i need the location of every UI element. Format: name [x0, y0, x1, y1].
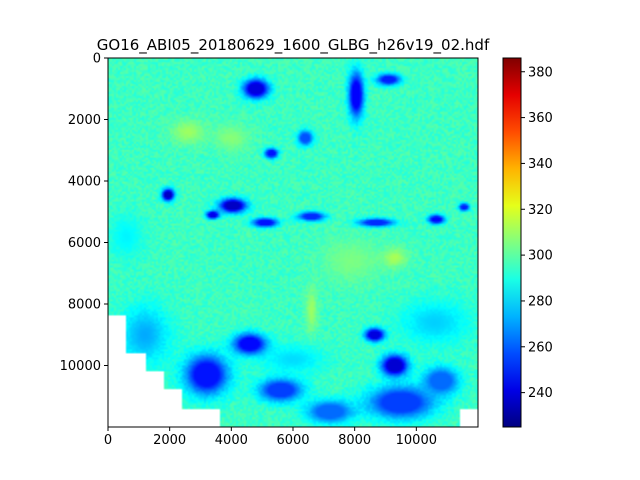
x-tick-label: 6000	[276, 433, 309, 448]
x-tick-label: 0	[104, 433, 112, 448]
colorbar-tick-label: 280	[528, 294, 553, 309]
y-tick-label: 2000	[68, 113, 101, 128]
y-tick-label: 6000	[68, 236, 101, 251]
y-tick-label: 4000	[68, 175, 101, 190]
x-tick-label: 8000	[338, 433, 371, 448]
colorbar-tick-label: 340	[528, 157, 553, 172]
y-tick-label: 8000	[68, 298, 101, 313]
chart-title: GO16_ABI05_20180629_1600_GLBG_h26v19_02.…	[97, 36, 490, 55]
x-tick-label: 2000	[153, 433, 186, 448]
colorbar-tick-label: 360	[528, 111, 553, 126]
colorbar	[502, 57, 522, 428]
heatmap-raster	[108, 58, 478, 427]
colorbar-tick-label: 260	[528, 340, 553, 355]
x-tick-label: 4000	[215, 433, 248, 448]
colorbar-ticks: 240 260 280 300 320 340 360 380	[521, 65, 553, 401]
heatmap-image	[108, 58, 478, 427]
x-tick-label: 10000	[396, 433, 437, 448]
x-axis-ticks: 0 2000 4000 6000 8000 10000	[104, 427, 437, 448]
colorbar-tick-label: 240	[528, 386, 553, 401]
colorbar-tick-label: 300	[528, 249, 553, 264]
y-tick-label: 0	[93, 52, 101, 67]
colorbar-tick-label: 320	[528, 203, 553, 218]
y-tick-label: 10000	[60, 359, 101, 374]
y-axis-ticks: 0 2000 4000 6000 8000 10000	[60, 52, 108, 374]
colorbar-tick-label: 380	[528, 65, 553, 80]
